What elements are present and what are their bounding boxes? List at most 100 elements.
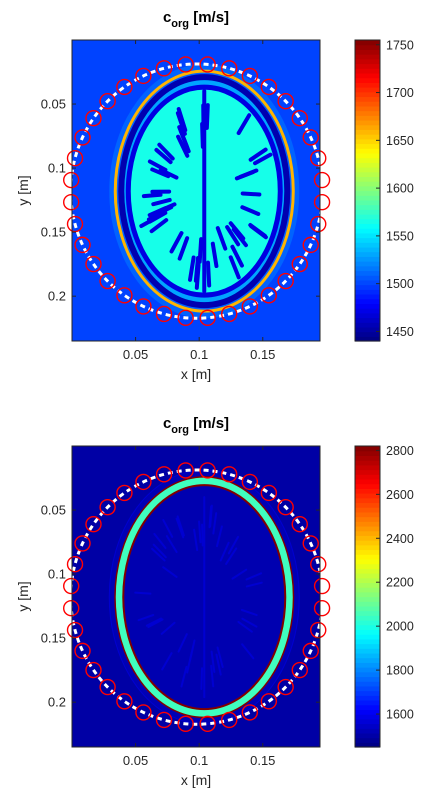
gyrus-fold: [147, 618, 164, 629]
colorbar-segment: [355, 742, 380, 748]
colorbar-segment: [355, 298, 380, 304]
colorbar-segment: [355, 143, 380, 149]
colorbar-segment: [355, 265, 380, 272]
colorbar-segment: [355, 714, 380, 720]
colorbar-segment: [355, 554, 380, 560]
colorbar-segment: [355, 704, 380, 710]
transducer-marker: [302, 129, 319, 146]
gyrus-fold: [158, 167, 179, 180]
gyrus-fold: [249, 224, 268, 240]
colorbar-segment: [355, 58, 380, 65]
colorbar-segment: [355, 195, 380, 201]
gyrus-fold: [176, 107, 188, 133]
transducer-marker: [199, 462, 216, 479]
transducer-marker: [291, 661, 308, 679]
colorbar-segment: [355, 190, 380, 196]
colorbar-segment: [355, 695, 380, 701]
gyrus-fold: [240, 191, 262, 197]
colorbar-segment: [355, 101, 380, 107]
gyrus-fold: [219, 541, 230, 562]
gyrus-fold: [194, 263, 201, 290]
title-subscript: org: [171, 424, 189, 436]
colorbar-segment: [355, 181, 380, 187]
transducer-marker: [85, 255, 102, 273]
colorbar-segment: [355, 676, 380, 682]
transducer-marker: [116, 693, 133, 710]
colorbar-segment: [355, 82, 380, 88]
transducer-marker: [260, 484, 278, 502]
y-tick-label: 0.1: [48, 161, 66, 176]
colorbar-segment: [355, 634, 380, 640]
transducer-marker: [66, 150, 84, 167]
colorbar-segment: [355, 638, 380, 645]
transducer-marker: [291, 110, 308, 127]
x-axis-label: x [m]: [181, 366, 211, 382]
colorbar-segment: [355, 40, 380, 46]
transducer-marker: [63, 577, 80, 595]
transducer-marker: [74, 642, 91, 660]
gyrus-fold: [225, 547, 238, 565]
transducer-marker: [135, 298, 152, 315]
colorbar-segment: [355, 138, 380, 145]
colorbar-segment: [355, 657, 380, 663]
transducer-marker: [99, 499, 116, 516]
gyrus-fold: [154, 147, 173, 165]
gyrus-fold: [176, 515, 185, 537]
colorbar-segment: [355, 275, 380, 281]
transducer-marker: [177, 462, 194, 479]
gyrus-fold: [147, 206, 168, 218]
colorbar-segment: [355, 326, 380, 333]
colorbar-segment: [355, 582, 380, 588]
transducer-marker: [199, 56, 216, 73]
y-tick-label: 0.15: [41, 225, 66, 240]
colorbar-segment: [355, 171, 380, 177]
colorbar-segment: [355, 525, 380, 532]
transducer-ring-path: [69, 468, 325, 726]
transducer-marker: [221, 305, 238, 323]
title-main: c: [163, 9, 171, 26]
gyrus-fold: [162, 519, 174, 538]
colorbar-segment: [355, 624, 380, 631]
gyrus-fold: [151, 547, 166, 562]
gyrus-fold: [245, 581, 263, 588]
colorbar-segment: [355, 681, 380, 687]
transducer-marker: [135, 67, 152, 85]
colorbar-segment: [355, 469, 380, 475]
gyrus-fold: [169, 231, 184, 254]
gyrus-fold: [141, 192, 163, 199]
colorbar-segment: [355, 237, 380, 243]
colorbar-segment: [355, 511, 380, 518]
colorbar-segment: [355, 483, 380, 489]
colorbar-segment: [355, 685, 380, 692]
transducer-marker: [199, 309, 216, 327]
colorbar-segment: [355, 460, 380, 466]
gyrus-fold: [238, 168, 259, 179]
y-tick-label: 0.05: [41, 503, 66, 518]
gyrus-fold: [198, 520, 202, 544]
colorbar-segment: [355, 96, 380, 102]
title-main: c: [163, 415, 171, 432]
gyrus-fold: [241, 617, 258, 628]
gyrus-fold: [137, 613, 155, 622]
colorbar-segment: [355, 176, 380, 182]
transducer-marker: [66, 621, 84, 639]
colorbar-segment: [355, 115, 380, 121]
transducer-marker: [241, 298, 259, 315]
gyrus-fold: [231, 568, 248, 580]
colorbar-segment: [355, 134, 380, 140]
x-tick-label: 0.15: [250, 347, 275, 362]
colorbar-segment: [355, 497, 380, 504]
colorbar-tick-label: 1650: [386, 134, 414, 148]
colorbar-segment: [355, 148, 380, 154]
chart-panel-bottom: 0.05 0.1 0.15 0.05 0.1 0.15 0.2 x [m] y [m] corg …: [0, 406, 432, 812]
colorbar-segment: [355, 577, 380, 583]
colorbar-segment: [355, 284, 380, 290]
gyrus-fold: [228, 255, 241, 280]
gyrus-fold: [210, 241, 219, 269]
gyrus-fold: [161, 652, 173, 671]
colorbar-segment: [355, 228, 380, 234]
transducer-marker: [74, 236, 91, 254]
transducer-marker: [302, 535, 319, 552]
gyrus-fold: [186, 651, 193, 674]
colorbar-segment: [355, 308, 380, 314]
